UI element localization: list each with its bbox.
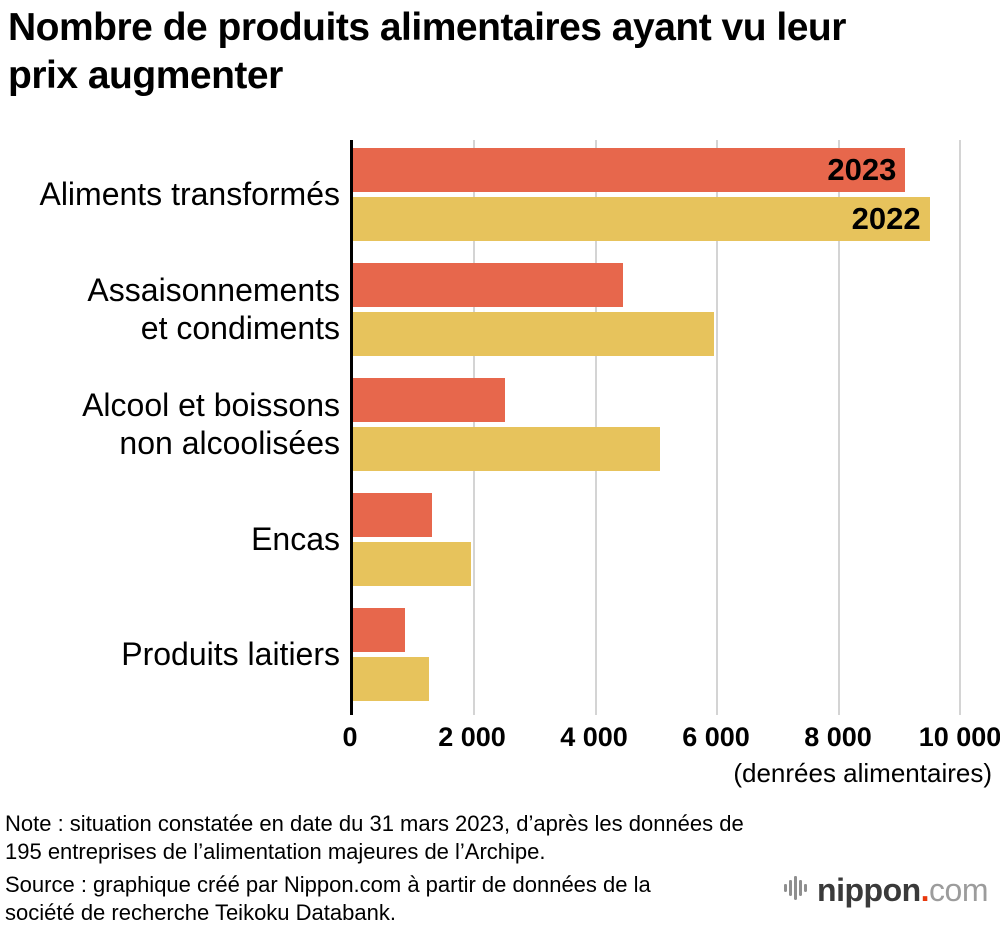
- source-line: société de recherche Teikoku Databank.: [5, 900, 396, 925]
- x-tick-label: 0: [342, 722, 358, 752]
- category-label-line: Produits laitiers: [121, 635, 340, 672]
- category-label: Assaisonnements et condiments: [0, 263, 340, 356]
- logo-wordmark: nippon.com: [817, 872, 988, 909]
- x-axis-unit-label: (denrées alimentaires): [733, 758, 992, 788]
- bar-2023: [353, 263, 624, 307]
- bar-2023: 2023: [353, 148, 906, 192]
- logo-dot: .: [920, 872, 930, 908]
- soundwave-icon: [784, 873, 810, 908]
- bar-2022: [353, 542, 472, 586]
- category-label-line: Aliments transformés: [39, 175, 340, 212]
- nippon-logo: nippon.com: [784, 872, 988, 909]
- series-legend-label-2023: 2023: [827, 152, 897, 187]
- gridline: [837, 140, 840, 715]
- bar-2023: [353, 493, 432, 537]
- category-label-line: non alcoolisées: [119, 424, 340, 461]
- x-tick-label: 10 000: [918, 722, 1000, 752]
- bar-2022: [353, 427, 660, 471]
- category-label-line: Alcool et boissons: [82, 386, 340, 423]
- x-tick-label: 4 000: [560, 722, 628, 752]
- note-line: Note : situation constatée en date du 31…: [5, 811, 744, 836]
- gridline: [716, 140, 719, 715]
- x-tick-label: 2 000: [438, 722, 506, 752]
- category-label-line: et condiments: [140, 309, 340, 346]
- x-tick-label: 8 000: [804, 722, 872, 752]
- category-label-line: Assaisonnements: [87, 271, 340, 308]
- logo-tld-text: com: [929, 872, 988, 908]
- x-axis-ticks: 0 2 000 4 000 6 000 8 000 10 000: [342, 722, 1000, 754]
- logo-brand-text: nippon: [817, 872, 921, 908]
- category-label: Alcool et boissons non alcoolisées: [0, 378, 340, 471]
- category-label: Produits laitiers: [0, 608, 340, 701]
- bar-2023: [353, 378, 505, 422]
- bar-chart-plot-area: Aliments transformés 2023 2022 Assaisonneme…: [39, 140, 961, 715]
- bar-2023: [353, 608, 405, 652]
- series-legend-label-2022: 2022: [851, 201, 921, 236]
- chart-notes: Note : situation constatée en date du 31…: [5, 810, 885, 926]
- page-title: Nombre de produits alimentaires ayant vu…: [8, 6, 846, 98]
- note-line: 195 entreprises de l’alimentation majeur…: [5, 839, 546, 864]
- category-label-line: Encas: [251, 520, 340, 557]
- category-label: Aliments transformés: [0, 148, 340, 241]
- source-line: Source : graphique créé par Nippon.com à…: [5, 872, 651, 897]
- bar-2022: [353, 312, 715, 356]
- category-label: Encas: [0, 493, 340, 586]
- x-tick-label: 6 000: [682, 722, 750, 752]
- bar-2022: 2022: [353, 197, 930, 241]
- bar-2022: [353, 657, 429, 701]
- gridline: [959, 140, 961, 715]
